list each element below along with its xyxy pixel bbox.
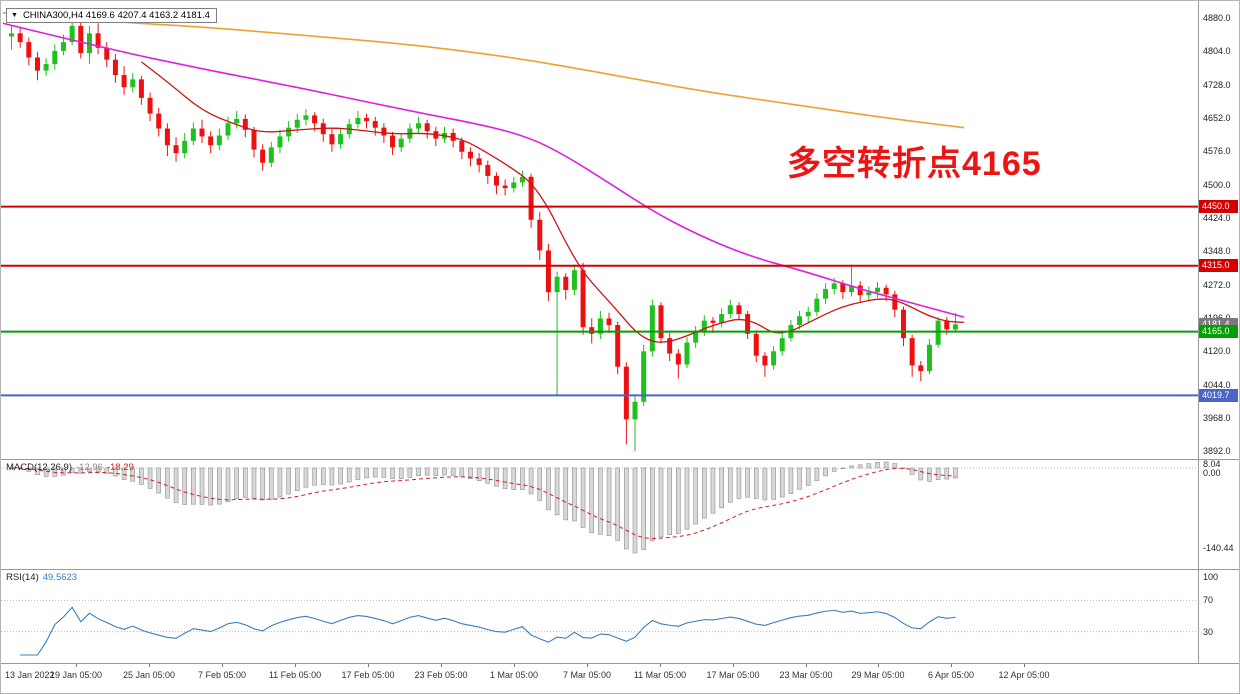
- price-tick-label: 4652.0: [1203, 113, 1231, 123]
- time-axis-label: 7 Feb 05:00: [197, 670, 247, 680]
- time-axis-label: 25 Jan 05:00: [122, 670, 176, 680]
- macd-signal-line: [11, 467, 956, 539]
- time-axis-label: 23 Feb 05:00: [414, 670, 468, 680]
- price-line-tag-4315.0[interactable]: 4315.0: [1199, 259, 1238, 273]
- ma-slow-orange: [2, 11, 965, 129]
- price-tick-label: 4424.0: [1203, 213, 1231, 223]
- chart-annotation-text[interactable]: 多空转折点4165: [787, 145, 1042, 183]
- time-tick: [76, 664, 77, 667]
- macd-axis-label: 0.00: [1203, 468, 1221, 478]
- time-tick: [222, 664, 223, 667]
- macd-indicator-label: MACD(12,26,9) -12.96 -18.29: [6, 462, 138, 473]
- price-tick-label: 4880.0: [1203, 13, 1231, 23]
- price-tick-label: 4804.0: [1203, 46, 1231, 57]
- time-tick: [368, 664, 369, 667]
- price-tick-label: 4348.0: [1203, 246, 1231, 257]
- time-axis-label: 1 Mar 05:00: [489, 670, 539, 680]
- rsi-level-label: 70: [1203, 595, 1214, 606]
- macd-main-value: -12.96: [76, 462, 103, 473]
- time-tick: [660, 664, 661, 667]
- rsi-panel: RSI(14) 49.5623: [1, 570, 1239, 664]
- time-axis[interactable]: 13 Jan 2022 19 Jan 05:00 25 Jan 05:00 7 Feb…: [1, 664, 1239, 693]
- price-tick-label: 4272.0: [1203, 279, 1231, 290]
- ma-mid-magenta: [2, 22, 965, 318]
- price-chart-panel: ▼ CHINA300,H4 4169.6 4207.4 4163.2 4181.…: [1, 1, 1239, 460]
- time-axis-label: 17 Feb 05:00: [341, 670, 395, 680]
- rsi-name: RSI(14): [6, 572, 39, 583]
- time-axis-label: 12 Apr 05:00: [998, 670, 1050, 680]
- time-axis-label: 19 Jan 05:00: [49, 670, 103, 680]
- time-tick: [149, 664, 150, 667]
- price-tick-label: 3968.0: [1203, 413, 1231, 423]
- ma-fast-red: [141, 61, 965, 343]
- macd-signal-value: -18.29: [106, 462, 134, 473]
- time-tick: [514, 664, 515, 667]
- macd-plot: [1, 461, 1198, 554]
- price-scale-separator: [1198, 1, 1199, 664]
- price-line-tag-4450.0[interactable]: 4450.0: [1199, 200, 1238, 214]
- time-axis-label: 29 Mar 05:00: [851, 670, 905, 680]
- price-tick-label: 3892.0: [1203, 446, 1231, 457]
- time-tick: [1024, 664, 1025, 667]
- chart-area[interactable]: [1, 1, 1198, 459]
- time-axis-label: 23 Mar 05:00: [779, 670, 833, 680]
- symbol-ohlc-text: CHINA300,H4 4169.6 4207.4 4163.2 4181.4: [22, 10, 210, 21]
- candles: [9, 10, 958, 452]
- rsi-indicator-label: RSI(14) 49.5623: [6, 572, 81, 583]
- time-tick: [295, 664, 296, 667]
- rsi-level-label: 100: [1203, 572, 1219, 582]
- symbol-info-box[interactable]: ▼ CHINA300,H4 4169.6 4207.4 4163.2 4181.…: [6, 8, 217, 23]
- price-scale[interactable]: 4880.0 4804.0 4728.0 4652.0 4576.0 4500.0 4424…: [1199, 1, 1239, 693]
- time-tick: [733, 664, 734, 667]
- price-tick-label: 4120.0: [1203, 346, 1231, 357]
- time-tick: [878, 664, 879, 667]
- time-tick: [587, 664, 588, 667]
- time-axis-label: 7 Mar 05:00: [562, 670, 612, 680]
- macd-panel: MACD(12,26,9) -12.96 -18.29: [1, 460, 1239, 570]
- time-axis-label: 11 Feb 05:00: [268, 670, 322, 680]
- macd-axis-label: 8.04: [1203, 459, 1221, 469]
- dropdown-triangle-icon[interactable]: ▼: [11, 12, 18, 19]
- price-tick-label: 4044.0: [1203, 379, 1231, 390]
- time-axis-label: 11 Mar 05:00: [633, 670, 687, 680]
- macd-histogram: [9, 461, 958, 554]
- price-tick-label: 4728.0: [1203, 79, 1231, 90]
- time-tick: [806, 664, 807, 667]
- price-tick-label: 4576.0: [1203, 146, 1231, 157]
- rsi-line: [20, 606, 956, 656]
- price-line-tag-4165.0[interactable]: 4165.0: [1199, 325, 1238, 339]
- rsi-plot: [1, 599, 1198, 656]
- macd-name: MACD(12,26,9): [6, 462, 72, 473]
- rsi-value: 49.5623: [42, 572, 78, 583]
- price-tick-label: 4500.0: [1203, 179, 1231, 190]
- time-tick: [441, 664, 442, 667]
- time-axis-label: 13 Jan 2022: [5, 670, 55, 680]
- time-axis-label: 6 Apr 05:00: [927, 670, 975, 680]
- macd-axis-label: -140.44: [1203, 543, 1234, 553]
- time-tick: [951, 664, 952, 667]
- price-line-tag-4019.7[interactable]: 4019.7: [1199, 388, 1238, 402]
- rsi-level-label: 30: [1203, 626, 1214, 637]
- time-axis-label: 17 Mar 05:00: [706, 670, 760, 680]
